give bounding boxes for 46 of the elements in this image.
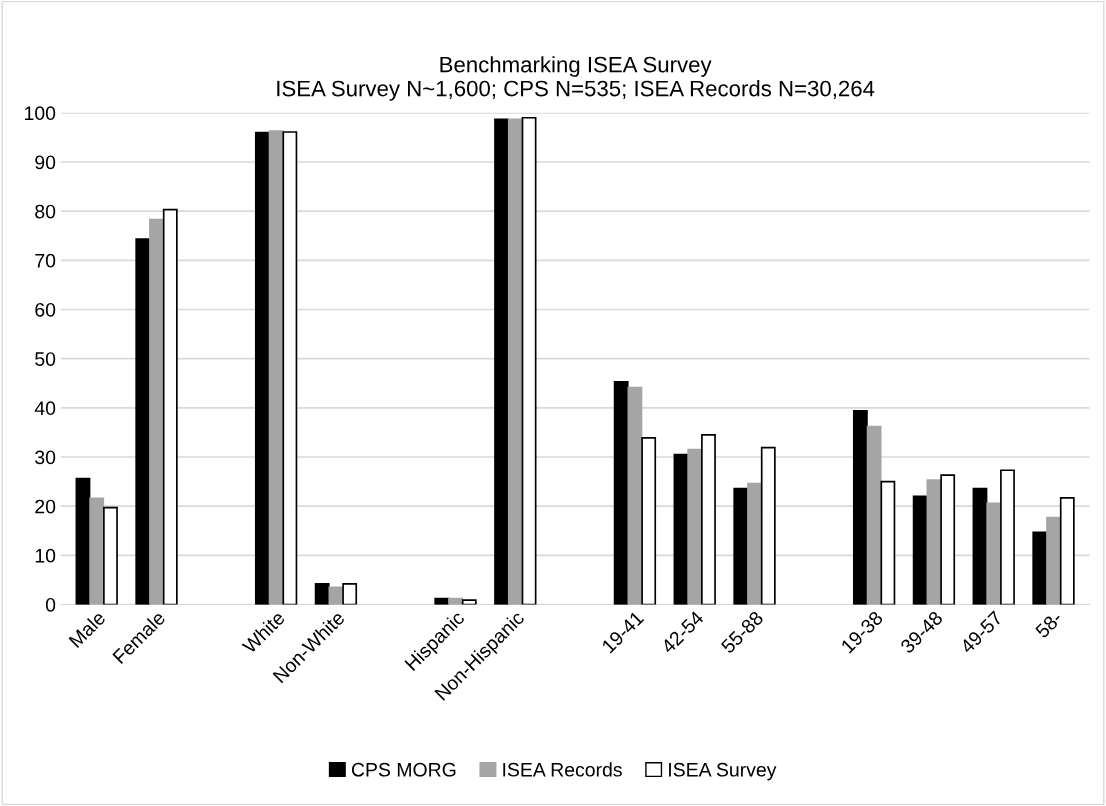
- bar: [521, 116, 537, 605]
- bar: [282, 131, 298, 605]
- bar: [135, 238, 151, 605]
- y-tick-label: 60: [35, 302, 56, 317]
- y-tick-label: 10: [35, 548, 56, 563]
- bar: [1000, 469, 1015, 605]
- bar: [342, 583, 358, 605]
- bar: [613, 380, 629, 605]
- bar: [1046, 516, 1061, 605]
- bar: [733, 487, 749, 605]
- bar: [494, 118, 509, 605]
- x-tick-label: 58-: [1034, 610, 1064, 639]
- bar: [254, 131, 270, 605]
- y-tick-label: 30: [35, 450, 56, 465]
- bar: [314, 583, 330, 605]
- legend-label: ISEA Records: [503, 762, 622, 777]
- bar: [162, 208, 178, 605]
- bar: [461, 599, 477, 605]
- bar: [986, 502, 1002, 605]
- y-tick-label: 20: [35, 499, 56, 514]
- y-tick-label: 70: [35, 253, 56, 268]
- y-tick-label: 0: [45, 597, 56, 612]
- bar: [641, 436, 657, 605]
- legend-label: ISEA Survey: [669, 762, 777, 781]
- bar: [940, 474, 956, 605]
- y-tick-label: 50: [35, 352, 56, 366]
- bar: [852, 409, 868, 605]
- bar: [507, 118, 523, 605]
- y-tick-label: 100: [25, 106, 56, 121]
- bar: [687, 448, 703, 605]
- bar: [912, 495, 928, 605]
- y-tick-label: 90: [35, 155, 56, 170]
- bar: [89, 497, 105, 605]
- bar: [1059, 496, 1075, 605]
- bar: [760, 446, 776, 605]
- bar: [747, 482, 762, 605]
- bar: [701, 434, 716, 605]
- bar: [103, 506, 118, 605]
- bar: [866, 425, 882, 605]
- bar: [880, 480, 896, 605]
- y-tick-label: 80: [35, 204, 56, 219]
- legend-label: CPS MORG: [351, 762, 456, 777]
- y-tick-label: 40: [34, 401, 56, 416]
- chart-title: Benchmarking ISEA Survey ISEA Survey N~1,600; CPS N=535; ISEA Records N=30,264: [277, 56, 875, 101]
- bar: [1032, 531, 1048, 605]
- bar: [149, 218, 164, 605]
